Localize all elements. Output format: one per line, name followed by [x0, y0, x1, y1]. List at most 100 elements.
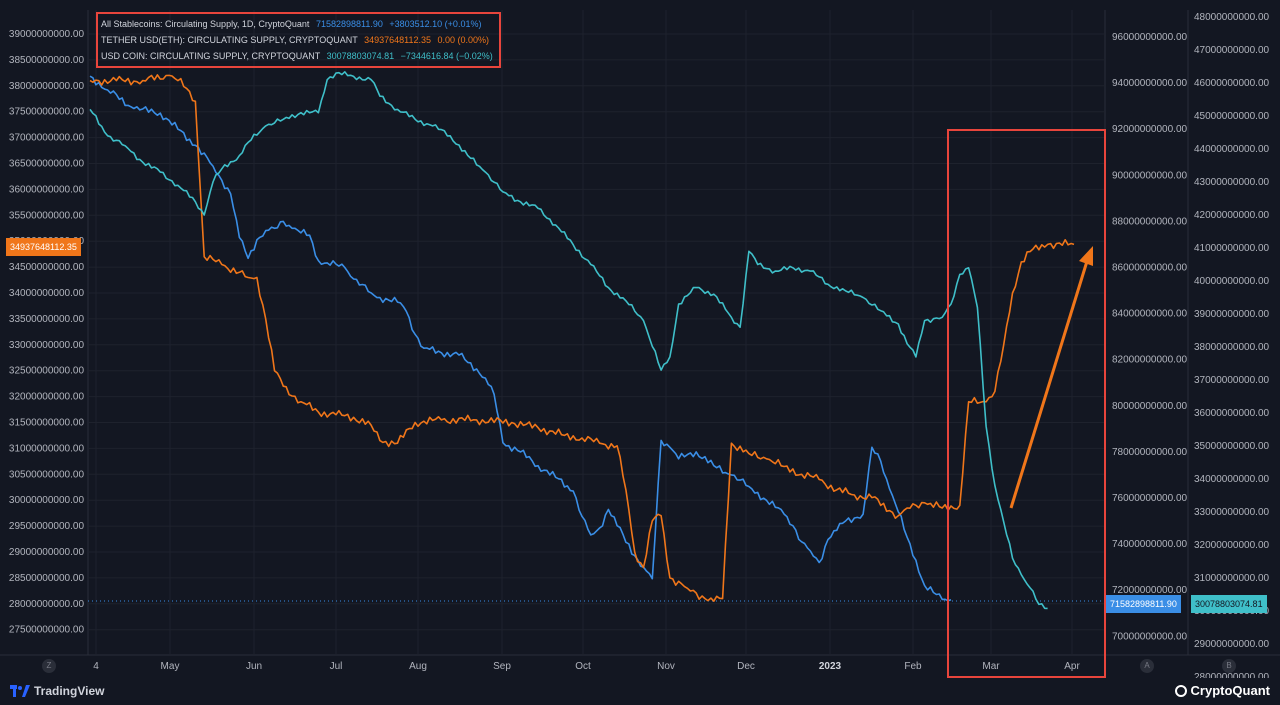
mid-axis-tick-label: 80000000000.00: [1112, 401, 1188, 412]
cryptoquant-logo: CryptoQuant: [1174, 683, 1270, 698]
scale-button-left[interactable]: Z: [42, 659, 56, 673]
tether-price-label: 34937648112.35: [6, 238, 81, 256]
mid-axis-tick-label: 82000000000.00: [1112, 355, 1188, 366]
left-axis-tick-label: 29000000000.00: [9, 547, 85, 558]
right-axis-tick-label: 37000000000.00: [1194, 375, 1270, 386]
legend-change: −7344616.84 (−0.02%): [400, 51, 493, 61]
time-axis-label: Feb: [904, 661, 922, 672]
left-axis-tick-label: 31000000000.00: [9, 443, 85, 454]
right-axis-tick-label: 34000000000.00: [1194, 474, 1270, 485]
left-axis-tick-label: 33000000000.00: [9, 340, 85, 351]
allstable-price-label: 71582898811.90: [1106, 595, 1181, 613]
left-axis-tick-label: 38000000000.00: [9, 81, 85, 92]
left-axis-tick-label: 31500000000.00: [9, 418, 85, 429]
left-axis-tick-label: 34500000000.00: [9, 262, 85, 273]
cryptoquant-text: CryptoQuant: [1190, 683, 1270, 698]
right-axis-tick-label: 43000000000.00: [1194, 177, 1270, 188]
time-axis-label: Aug: [409, 661, 427, 672]
left-axis-tick-label: 32500000000.00: [9, 366, 85, 377]
right-axis-tick-label: 42000000000.00: [1194, 210, 1270, 221]
left-axis-tick-label: 34000000000.00: [9, 288, 85, 299]
right-axis-tick-label: 47000000000.00: [1194, 45, 1270, 56]
right-axis-tick-label: 41000000000.00: [1194, 243, 1270, 254]
series-line-0: [89, 75, 952, 602]
mid-axis-tick-label: 70000000000.00: [1112, 631, 1188, 642]
left-axis-tick-label: 29500000000.00: [9, 521, 85, 532]
time-axis-label: Oct: [575, 661, 591, 672]
legend-value: 34937648112.35: [364, 35, 431, 45]
left-axis-tick-label: 36000000000.00: [9, 184, 85, 195]
mid-axis-tick-label: 86000000000.00: [1112, 263, 1188, 274]
left-axis-tick-label: 36500000000.00: [9, 159, 85, 170]
mid-axis-tick-label: 84000000000.00: [1112, 309, 1188, 320]
time-axis-label: 2023: [819, 661, 842, 672]
series-line-1: [89, 74, 1075, 602]
time-axis-label: Jul: [330, 661, 343, 672]
legend-row-usdc[interactable]: USD COIN: CIRCULATING SUPPLY, CRYPTOQUAN…: [101, 48, 496, 64]
right-axis-tick-label: 46000000000.00: [1194, 78, 1270, 89]
left-axis-tick-label: 35500000000.00: [9, 210, 85, 221]
left-axis-tick-label: 37500000000.00: [9, 107, 85, 118]
right-axis-tick-label: 28000000000.00: [1194, 672, 1270, 683]
right-axis-tick-label: 38000000000.00: [1194, 342, 1270, 353]
tradingview-icon: [10, 685, 30, 697]
chart-grid: [0, 10, 1280, 656]
time-axis-label: Nov: [657, 661, 675, 672]
mid-axis-tick-label: 76000000000.00: [1112, 493, 1188, 504]
legend-name: TETHER USD(ETH): CIRCULATING SUPPLY, CRY…: [101, 35, 358, 45]
left-axis-tick-label: 32000000000.00: [9, 392, 85, 403]
middle-price-axis[interactable]: 96000000000.00 94000000000.00 92000000000.…: [1112, 32, 1188, 642]
left-price-axis[interactable]: 39000000000.00 38500000000.00 38000000000.…: [9, 29, 85, 636]
left-axis-tick-label: 30500000000.00: [9, 469, 85, 480]
left-axis-tick-label: 28500000000.00: [9, 573, 85, 584]
usdc-price-label: 30078803074.81: [1191, 595, 1267, 613]
mid-axis-tick-label: 92000000000.00: [1112, 124, 1188, 135]
time-axis-label: Apr: [1064, 661, 1080, 672]
legend-change: 0.00 (0.00%): [437, 35, 490, 45]
legend-value: 71582898811.90: [315, 19, 383, 29]
left-axis-tick-label: 27500000000.00: [9, 625, 85, 636]
mid-axis-tick-label: 88000000000.00: [1112, 216, 1188, 227]
left-axis-tick-label: 30000000000.00: [9, 495, 85, 506]
right-axis-tick-label: 31000000000.00: [1194, 573, 1270, 584]
left-axis-tick-label: 38500000000.00: [9, 55, 85, 66]
scale-button-right[interactable]: B: [1222, 659, 1236, 673]
legend-row-allstable[interactable]: All Stablecoins: Circulating Supply, 1D,…: [101, 16, 496, 32]
time-axis-label: Sep: [493, 661, 511, 672]
highlight-box: [947, 129, 1106, 678]
mid-axis-tick-label: 90000000000.00: [1112, 170, 1188, 181]
right-axis-tick-label: 29000000000.00: [1194, 639, 1270, 650]
legend-name: USD COIN: CIRCULATING SUPPLY, CRYPTOQUAN…: [101, 51, 321, 61]
legend-value: 30078803074.81: [326, 51, 395, 61]
scale-button-mid[interactable]: A: [1140, 659, 1154, 673]
legend[interactable]: All Stablecoins: Circulating Supply, 1D,…: [96, 12, 501, 68]
right-axis-tick-label: 40000000000.00: [1194, 276, 1270, 287]
right-axis-tick-label: 45000000000.00: [1194, 111, 1270, 122]
right-axis-tick-label: 33000000000.00: [1194, 507, 1270, 518]
legend-change: +3803512.10 (+0.01%): [389, 19, 482, 29]
right-axis-tick-label: 39000000000.00: [1194, 309, 1270, 320]
time-axis-label: 4: [93, 661, 99, 672]
trend-arrow: [1009, 246, 1093, 509]
legend-name: All Stablecoins: Circulating Supply, 1D,…: [101, 19, 310, 29]
series-lines: [89, 71, 1075, 610]
time-axis[interactable]: 4 May Jun Jul Aug Sep Oct Nov Dec 2023 Feb Mar Apr: [93, 661, 1080, 672]
legend-row-tether[interactable]: TETHER USD(ETH): CIRCULATING SUPPLY, CRY…: [101, 32, 496, 48]
mid-axis-tick-label: 78000000000.00: [1112, 447, 1188, 458]
tradingview-text: TradingView: [34, 684, 105, 698]
left-axis-tick-label: 28000000000.00: [9, 599, 85, 610]
series-line-2: [89, 71, 1048, 610]
left-axis-tick-label: 39000000000.00: [9, 29, 85, 40]
right-axis-tick-label: 35000000000.00: [1194, 441, 1270, 452]
time-axis-label: Mar: [982, 661, 1000, 672]
time-axis-label: May: [161, 661, 180, 672]
right-axis-tick-label: 32000000000.00: [1194, 540, 1270, 551]
tradingview-logo[interactable]: TradingView: [10, 684, 104, 698]
time-axis-label: Jun: [246, 661, 262, 672]
right-price-axis[interactable]: 48000000000.00 47000000000.00 46000000000.…: [1194, 12, 1270, 683]
mid-axis-tick-label: 96000000000.00: [1112, 32, 1188, 43]
left-axis-tick-label: 37000000000.00: [9, 133, 85, 144]
time-axis-label: Dec: [737, 661, 755, 672]
right-axis-tick-label: 36000000000.00: [1194, 408, 1270, 419]
